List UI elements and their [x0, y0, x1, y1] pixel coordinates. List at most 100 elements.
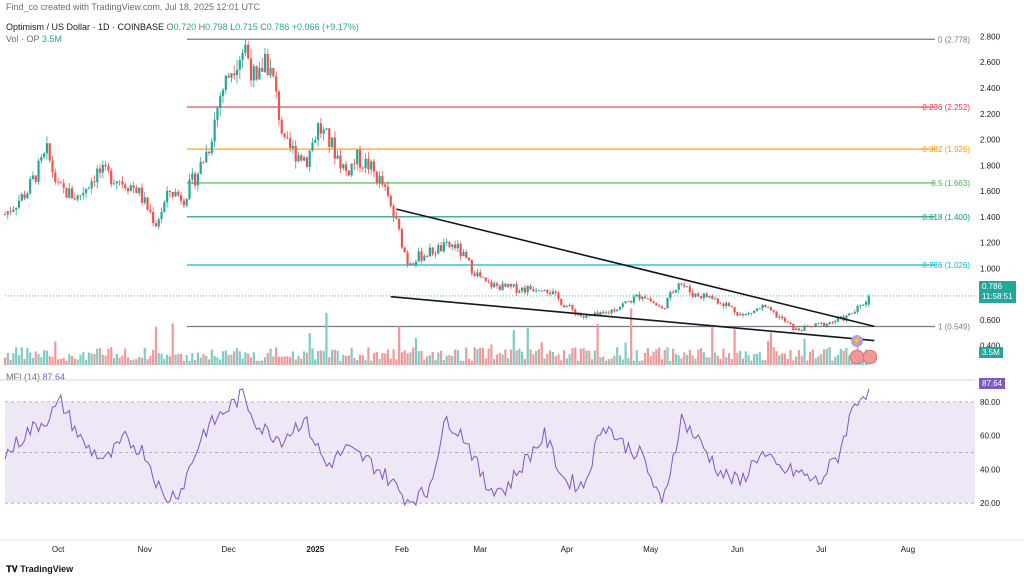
volume-bar [716, 355, 719, 365]
candle-body [775, 311, 778, 318]
candle-body [384, 184, 387, 187]
candle-body [864, 301, 868, 305]
candle-body [12, 209, 15, 212]
candle-body [677, 283, 680, 290]
volume-bar [565, 358, 568, 365]
volume-bar [781, 353, 784, 365]
candle-body [98, 168, 102, 173]
volume-bar [744, 351, 747, 365]
candle-body [107, 166, 110, 171]
volume-bar [129, 360, 132, 365]
volume-bar [831, 360, 834, 365]
candle-body [367, 158, 370, 170]
candle-body [224, 75, 227, 90]
volume-bar [417, 351, 420, 365]
volume-bar [487, 348, 490, 365]
candle-body [87, 188, 90, 189]
volume-bar [300, 358, 303, 365]
volume-bar [51, 356, 54, 365]
candle-body [182, 200, 186, 206]
volume-bar [62, 357, 65, 365]
volume-bar [537, 349, 541, 365]
candle-body [479, 272, 482, 277]
candle-body [414, 261, 418, 265]
volume-bar [750, 360, 753, 365]
volume-bar [739, 350, 742, 365]
volume-bar [353, 357, 356, 365]
volume-bar [34, 351, 37, 365]
volume-bar [507, 358, 510, 365]
candle-body [356, 149, 359, 164]
volume-value: 3.5M [41, 34, 62, 44]
volume-bar [442, 360, 445, 365]
volume-label[interactable]: Vol · OP [6, 34, 40, 44]
volume-bar [543, 358, 546, 365]
volume-bar [635, 350, 638, 365]
candle-body [191, 173, 194, 180]
candle-body [515, 284, 518, 293]
candle-body [764, 304, 767, 308]
flag-us-icon-2[interactable] [863, 350, 877, 364]
candle-body [249, 58, 253, 81]
tradingview-logo[interactable]: 𝐓𝐕 TradingView [6, 564, 73, 575]
volume-bar [529, 349, 532, 365]
candle-body [602, 311, 605, 314]
volume-bar [185, 354, 188, 365]
candle-body [800, 330, 803, 332]
candle-body [196, 174, 199, 186]
candle-body [540, 290, 543, 292]
candle-body [205, 151, 208, 163]
candle-body [180, 195, 183, 201]
candle-body [806, 325, 809, 327]
candle-body [822, 322, 826, 327]
candle-body [437, 245, 440, 254]
volume-bar [79, 354, 82, 365]
legend-row: Optimism / US Dollar · 1D · COINBASE O0.… [6, 22, 359, 32]
candle-body [434, 253, 437, 255]
tradingview-logo-icon: 𝐓𝐕 [6, 564, 18, 574]
candle-body [671, 291, 675, 293]
candle-body [694, 293, 697, 297]
volume-bar [604, 360, 608, 365]
volume-bar [574, 347, 577, 365]
volume-bar [339, 360, 342, 365]
price-tick-label: 1.200 [980, 239, 1001, 248]
volume-bar [400, 352, 404, 365]
volume-bar [602, 356, 605, 365]
candle-body [275, 76, 278, 92]
volume-bar [579, 348, 582, 365]
volume-bar [336, 350, 339, 365]
volume-bar [384, 353, 387, 365]
candle-body [110, 170, 113, 185]
flag-us-icon[interactable] [850, 350, 864, 364]
volume-bar [132, 359, 135, 365]
volume-bar [160, 353, 163, 365]
symbol-title[interactable]: Optimism / US Dollar · 1D · COINBASE [6, 22, 165, 32]
volume-bar [753, 354, 756, 365]
candle-body [294, 145, 297, 162]
volume-bar [398, 326, 401, 365]
candle-body [247, 44, 250, 59]
candle-body [669, 291, 672, 298]
candle-body [330, 137, 334, 147]
volume-bar [420, 350, 423, 365]
volume-bar [389, 358, 392, 365]
volume-bar [453, 349, 457, 365]
volume-bar [275, 347, 278, 365]
volume-bar [593, 350, 596, 365]
candle-body [733, 307, 736, 313]
candle-body [493, 283, 496, 288]
candle-body [610, 309, 613, 314]
trendline-upper [396, 208, 875, 328]
candle-body [269, 67, 272, 76]
volume-bar [15, 347, 18, 365]
mfi-label[interactable]: MFI (14) [6, 372, 41, 382]
candle-body [859, 304, 862, 307]
candle-body [62, 183, 65, 188]
candle-body [255, 66, 258, 80]
candle-body [303, 157, 306, 161]
lightning-icon[interactable]: ⚡ [851, 335, 863, 347]
volume-bar [104, 355, 107, 365]
price-tick-label: 1.000 [980, 264, 1001, 273]
